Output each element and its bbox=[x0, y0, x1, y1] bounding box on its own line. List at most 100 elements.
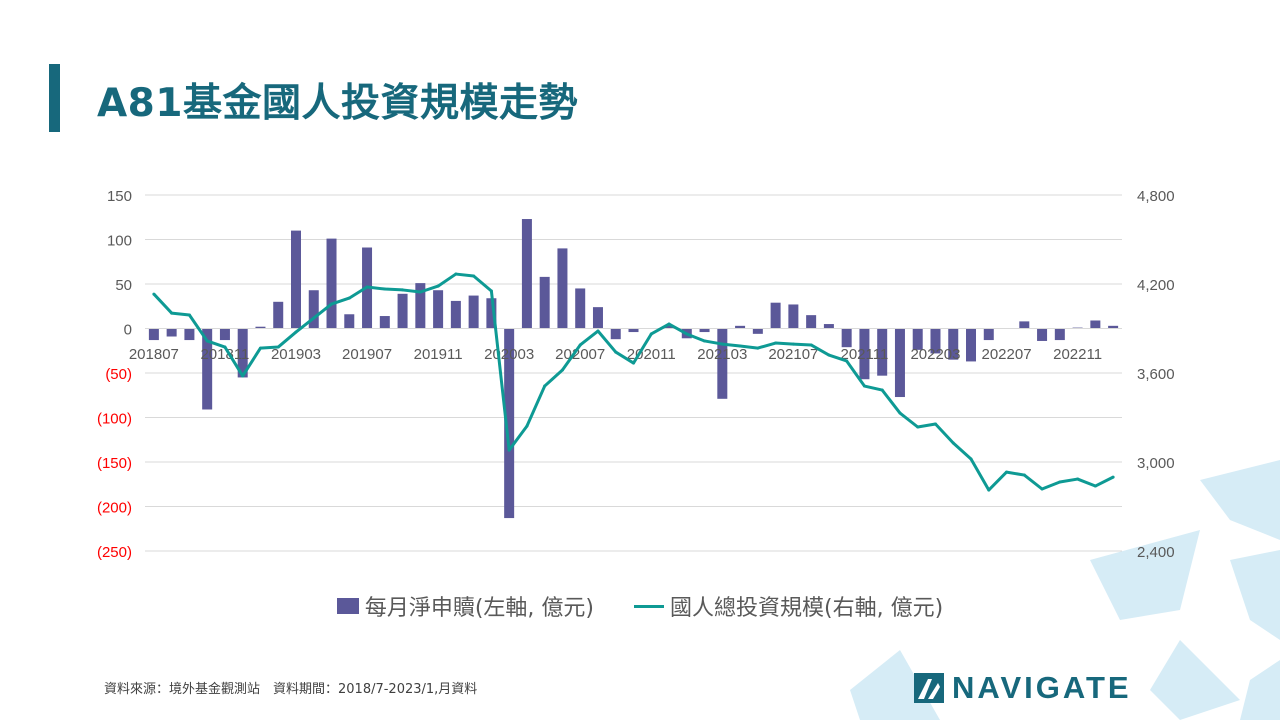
left-axis-tick-label: (50) bbox=[105, 366, 132, 383]
bar-201906 bbox=[344, 314, 355, 329]
bar-202104 bbox=[735, 325, 746, 329]
x-axis-tick-label: 201907 bbox=[342, 346, 392, 363]
bar-202208 bbox=[1019, 321, 1030, 329]
line-point-201911 bbox=[436, 284, 440, 288]
bar-202209 bbox=[1037, 328, 1048, 341]
line-point-202101 bbox=[685, 332, 689, 336]
line-point-202209 bbox=[1040, 487, 1044, 491]
right-axis-tick-label: 3,600 bbox=[1137, 366, 1175, 383]
x-axis-tick-label: 202107 bbox=[768, 346, 818, 363]
bar-201903 bbox=[290, 230, 301, 329]
x-axis-tick-label: 201811 bbox=[200, 346, 249, 363]
bar-202204 bbox=[948, 328, 959, 360]
bar-202301 bbox=[1108, 325, 1119, 329]
line-point-202009 bbox=[614, 350, 618, 354]
line-point-201905 bbox=[330, 302, 334, 306]
line-point-201901 bbox=[258, 346, 262, 350]
line-point-202104 bbox=[738, 344, 742, 348]
bar-201901 bbox=[255, 326, 266, 329]
line-point-202112 bbox=[880, 388, 884, 392]
bar-201902 bbox=[273, 301, 284, 329]
line-point-202106 bbox=[774, 341, 778, 345]
line-point-202210 bbox=[1058, 480, 1062, 484]
line-point-202105 bbox=[756, 346, 760, 350]
left-axis-tick-label: (150) bbox=[97, 455, 132, 472]
line-point-202203 bbox=[933, 422, 937, 426]
line-point-202005 bbox=[543, 384, 547, 388]
line-point-201909 bbox=[401, 288, 405, 292]
bar-201904 bbox=[308, 290, 319, 329]
x-axis-tick-label: 202011 bbox=[627, 346, 676, 363]
line-point-202109 bbox=[827, 353, 831, 357]
bar-202008 bbox=[592, 307, 603, 329]
page-title: A81基金國人投資規模走勢 bbox=[97, 81, 578, 126]
bar-202212 bbox=[1090, 320, 1101, 329]
line-point-202008 bbox=[596, 329, 600, 333]
line-point-202011 bbox=[649, 332, 653, 336]
title-accent-bar bbox=[49, 64, 60, 132]
legend-item-bars: 每月淨申贖(左軸, 億元) bbox=[336, 590, 594, 622]
navigate-logo: NAVIGATE bbox=[914, 670, 1132, 706]
bar-202206 bbox=[983, 328, 994, 341]
line-point-202003 bbox=[507, 448, 511, 452]
bar-202202 bbox=[912, 328, 923, 350]
bar-202007 bbox=[575, 288, 586, 329]
bar-202106 bbox=[770, 302, 781, 329]
x-axis-tick-label: 202007 bbox=[555, 346, 605, 363]
bar-202102 bbox=[699, 328, 710, 333]
bar-202010 bbox=[628, 328, 639, 333]
bar-202205 bbox=[966, 328, 977, 362]
line-point-201811 bbox=[223, 345, 227, 349]
legend-swatch-bar bbox=[336, 598, 359, 614]
decor-shape bbox=[1150, 640, 1240, 720]
line-point-201912 bbox=[454, 272, 458, 276]
x-axis-tick-label: 202103 bbox=[697, 346, 747, 363]
decor-shape bbox=[1090, 530, 1200, 620]
bar-202103 bbox=[717, 328, 728, 399]
line-point-202111 bbox=[862, 384, 866, 388]
line-point-202204 bbox=[951, 441, 955, 445]
legend-item-line: 國人總投資規模(右軸, 億元) bbox=[634, 590, 943, 622]
line-point-202108 bbox=[809, 343, 813, 347]
left-axis-tick-label: (250) bbox=[97, 544, 132, 561]
bar-201808 bbox=[166, 328, 177, 337]
line-point-202208 bbox=[1022, 473, 1026, 477]
bar-201905 bbox=[326, 238, 337, 329]
bar-202111 bbox=[859, 328, 870, 380]
bar-202003 bbox=[504, 328, 515, 519]
bar-202203 bbox=[930, 328, 941, 354]
bar-201811 bbox=[219, 328, 230, 341]
line-point-201809 bbox=[187, 313, 191, 317]
right-axis-tick-label: 4,800 bbox=[1137, 188, 1175, 205]
bar-202105 bbox=[752, 328, 763, 334]
line-point-202205 bbox=[969, 457, 973, 461]
line-point-202202 bbox=[916, 425, 920, 429]
logo-text: NAVIGATE bbox=[952, 670, 1132, 705]
line-point-202212 bbox=[1093, 484, 1097, 488]
bar-202005 bbox=[539, 276, 550, 329]
line-point-201907 bbox=[365, 285, 369, 289]
legend: 每月淨申贖(左軸, 億元) 國人總投資規模(右軸, 億元) bbox=[0, 590, 1280, 622]
x-axis-tick-label: 202207 bbox=[982, 346, 1032, 363]
line-point-202007 bbox=[578, 343, 582, 347]
legend-label: 國人總投資規模(右軸, 億元) bbox=[670, 596, 944, 621]
x-axis-tick-label: 202203 bbox=[910, 346, 960, 363]
x-axis-tick-label: 202003 bbox=[484, 346, 534, 363]
bar-202210 bbox=[1054, 328, 1065, 341]
logo-icon bbox=[914, 673, 944, 703]
left-axis-tick-label: 150 bbox=[107, 188, 132, 205]
bar-202006 bbox=[557, 248, 568, 329]
line-point-201810 bbox=[205, 339, 209, 343]
x-axis-tick-label: 201807 bbox=[129, 346, 179, 363]
line-point-202006 bbox=[560, 368, 564, 372]
line-point-201910 bbox=[418, 290, 422, 294]
x-axis-tick-label: 201911 bbox=[414, 346, 463, 363]
bar-202004 bbox=[521, 219, 532, 329]
legend-swatch-line bbox=[634, 604, 664, 608]
line-point-202201 bbox=[898, 411, 902, 415]
bar-202002 bbox=[486, 298, 497, 329]
bar-202001 bbox=[468, 295, 479, 329]
left-axis-tick-label: 100 bbox=[107, 233, 132, 250]
line-point-202110 bbox=[845, 359, 849, 363]
bar-201908 bbox=[379, 316, 390, 329]
